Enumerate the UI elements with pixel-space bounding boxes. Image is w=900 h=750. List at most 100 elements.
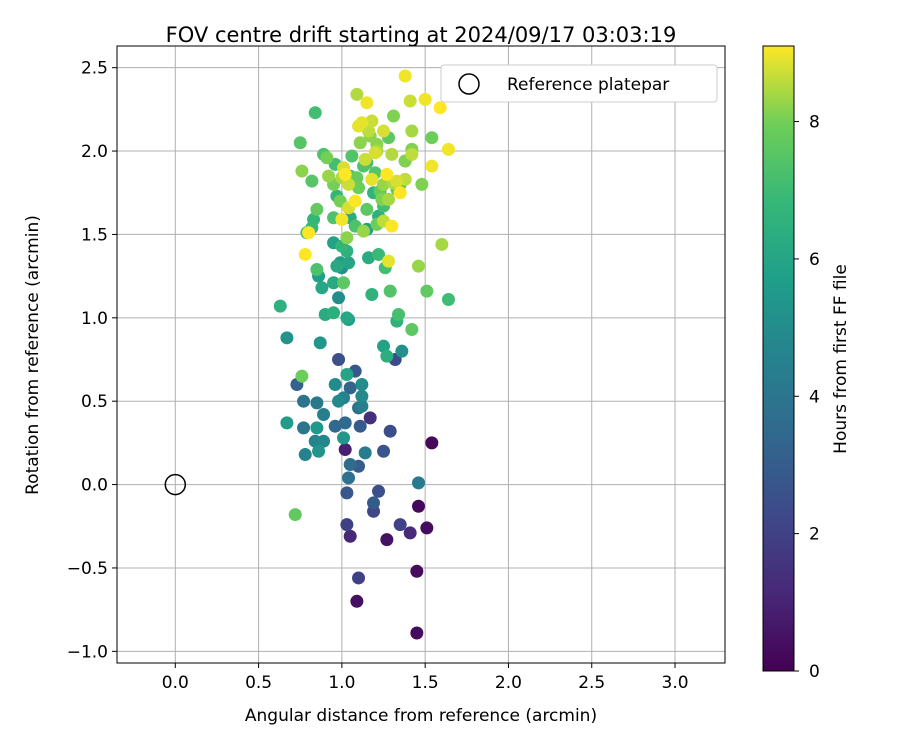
data-point <box>393 186 407 200</box>
x-tick-label: 3.0 <box>662 673 689 693</box>
y-tick-label: 1.0 <box>81 309 108 329</box>
data-point <box>425 436 439 450</box>
data-point <box>320 151 334 165</box>
data-point <box>357 224 371 238</box>
data-point <box>418 92 432 106</box>
data-point <box>288 508 302 522</box>
data-point <box>338 416 352 430</box>
data-point <box>345 149 359 163</box>
x-tick-label: 0.5 <box>245 673 272 693</box>
data-point <box>425 159 439 173</box>
data-point <box>327 306 341 320</box>
legend-box <box>440 64 718 103</box>
y-tick-label: 2.5 <box>81 59 108 79</box>
data-point <box>310 202 324 216</box>
data-point <box>340 368 354 382</box>
data-point <box>377 339 391 353</box>
data-point <box>343 529 357 543</box>
data-point <box>342 256 356 270</box>
data-point <box>382 192 396 206</box>
x-tick-label: 2.5 <box>578 673 605 693</box>
data-point <box>433 101 447 115</box>
data-point <box>352 571 366 585</box>
data-point <box>383 424 397 438</box>
reference-platepar-marker <box>164 473 187 496</box>
x-axis-ticks: 0.0 0.5 1.0 1.5 2.0 2.5 3.0 <box>162 663 689 693</box>
data-point <box>330 259 344 273</box>
y-tick-label: 0.0 <box>81 476 108 496</box>
data-point <box>415 177 429 191</box>
data-point <box>380 167 394 181</box>
data-point <box>365 287 379 301</box>
data-point <box>435 237 449 251</box>
data-point <box>322 169 336 183</box>
x-tick-label: 1.0 <box>328 673 355 693</box>
colorbar-tick-label: 8 <box>809 113 820 133</box>
reference-marker <box>164 473 187 496</box>
colorbar-tick-label: 6 <box>809 250 820 270</box>
data-point <box>273 299 287 313</box>
data-point <box>412 499 426 513</box>
data-point <box>353 136 367 150</box>
data-point <box>377 444 391 458</box>
data-point <box>382 254 396 268</box>
data-point <box>313 336 327 350</box>
chart-title: FOV centre drift starting at 2024/09/17 … <box>166 23 677 47</box>
data-point <box>342 177 356 191</box>
data-point <box>405 124 419 138</box>
data-point <box>403 526 417 540</box>
data-point <box>393 518 407 532</box>
data-point <box>355 378 369 392</box>
data-point <box>350 594 364 608</box>
data-point <box>398 69 412 83</box>
legend: Reference platepar <box>440 64 718 103</box>
y-axis-label: Rotation from reference (arcmin) <box>23 215 43 495</box>
data-point <box>383 284 397 298</box>
data-point <box>298 448 312 462</box>
data-point <box>327 276 341 290</box>
y-axis-ticks: −1.0 −0.5 0.0 0.5 1.0 1.5 2.0 2.5 <box>67 59 117 662</box>
data-point <box>340 518 354 532</box>
data-point <box>315 281 329 295</box>
colorbar-label: Hours from first FF file <box>831 264 851 454</box>
data-point <box>390 174 404 188</box>
data-point <box>348 194 362 208</box>
colorbar: 0 2 4 6 8 Hours from first FF file <box>762 45 851 682</box>
data-point <box>335 212 349 226</box>
data-point <box>395 344 409 358</box>
data-point <box>340 486 354 500</box>
data-point <box>420 284 434 298</box>
data-point <box>310 421 324 435</box>
data-point <box>310 262 324 276</box>
data-point <box>367 496 381 510</box>
data-point <box>338 443 352 457</box>
data-point <box>412 476 426 490</box>
data-point <box>317 408 331 422</box>
data-point <box>317 434 331 448</box>
colorbar-ticks: 0 2 4 6 8 <box>794 113 820 682</box>
data-point <box>405 147 419 161</box>
data-point <box>298 247 312 261</box>
colorbar-gradient <box>762 45 795 672</box>
data-point <box>355 399 369 413</box>
data-point <box>295 369 309 383</box>
data-point <box>337 431 351 445</box>
data-point <box>372 484 386 498</box>
data-point <box>358 152 372 166</box>
data-point <box>297 421 311 435</box>
data-point <box>368 146 382 160</box>
colorbar-tick-label: 2 <box>809 525 820 545</box>
data-point <box>392 307 406 321</box>
data-point <box>338 167 352 181</box>
data-point <box>412 259 426 273</box>
x-axis-label: Angular distance from reference (arcmin) <box>245 706 597 726</box>
data-point <box>355 389 369 403</box>
data-point <box>360 202 374 216</box>
data-point <box>365 172 379 186</box>
data-point <box>385 147 399 161</box>
data-point <box>332 353 346 367</box>
data-point <box>362 251 376 265</box>
data-point <box>308 106 322 120</box>
data-point <box>385 219 399 233</box>
x-tick-label: 2.0 <box>495 673 522 693</box>
